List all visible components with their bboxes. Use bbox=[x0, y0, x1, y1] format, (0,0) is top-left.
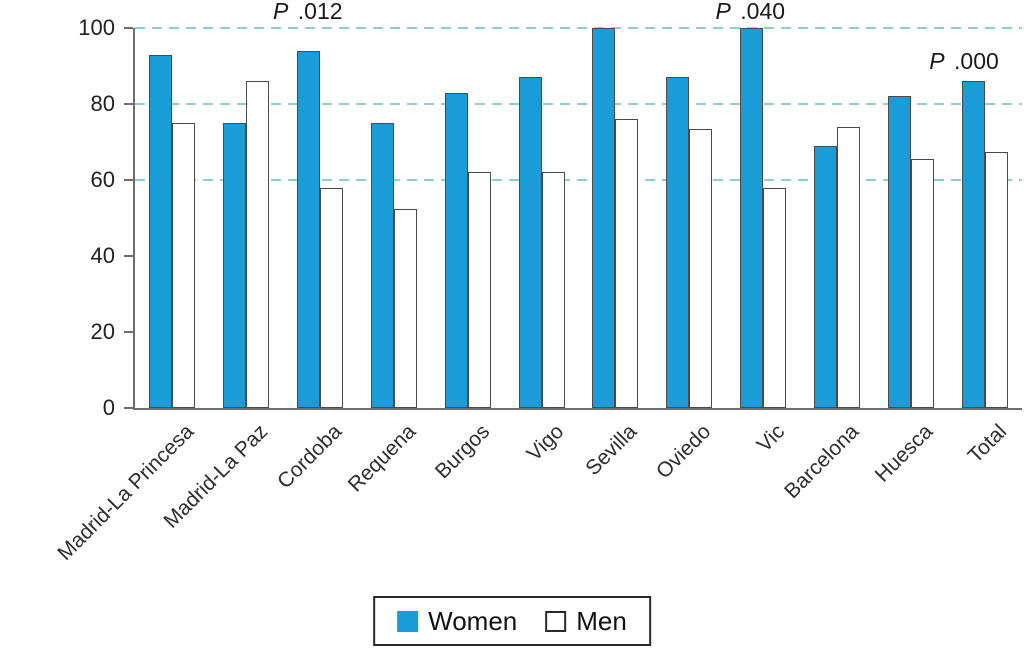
women-bar bbox=[666, 77, 690, 408]
bar-group bbox=[948, 28, 1022, 408]
bar-groups bbox=[135, 28, 1022, 408]
p-italic: P bbox=[273, 0, 289, 25]
men-bar bbox=[467, 172, 491, 408]
men-bar bbox=[689, 128, 713, 408]
men-bar bbox=[615, 119, 639, 408]
women-bar bbox=[296, 50, 320, 408]
p-value-annotation: P .012 bbox=[273, 0, 343, 24]
legend-item-women: Women bbox=[397, 606, 517, 636]
y-tick-label: 40 bbox=[90, 243, 115, 268]
bar-group bbox=[726, 28, 800, 408]
bar-group bbox=[431, 28, 505, 408]
legend: Women Men bbox=[373, 596, 651, 646]
women-bar bbox=[518, 77, 542, 408]
bar-group bbox=[505, 28, 579, 408]
y-tick-mark bbox=[124, 407, 133, 409]
y-tick-label: 0 bbox=[102, 395, 115, 420]
y-tick-mark bbox=[124, 179, 133, 181]
y-axis: 0 20 40 60 80 100 bbox=[0, 15, 133, 420]
men-bar bbox=[541, 172, 565, 408]
y-tick-mark bbox=[124, 255, 133, 257]
y-tick-label: 80 bbox=[90, 91, 115, 116]
y-tick-mark bbox=[124, 331, 133, 333]
women-bar bbox=[148, 54, 172, 408]
bar-group bbox=[357, 28, 431, 408]
women-bar bbox=[444, 92, 468, 408]
men-bar bbox=[319, 187, 343, 408]
bar-group bbox=[652, 28, 726, 408]
y-tick-mark bbox=[124, 103, 133, 105]
y-tick-label: 20 bbox=[90, 319, 115, 344]
p-italic: P bbox=[929, 47, 945, 74]
y-tick-label: 60 bbox=[90, 167, 115, 192]
women-bar bbox=[814, 145, 838, 408]
plot-area: P .012 P .040 P .000 bbox=[133, 0, 1022, 410]
gridline bbox=[135, 179, 1022, 181]
men-bar bbox=[393, 208, 417, 408]
men-bar bbox=[837, 126, 861, 408]
women-bar bbox=[370, 123, 394, 408]
men-bar bbox=[763, 187, 787, 408]
men-bar bbox=[985, 151, 1009, 408]
women-color-swatch bbox=[397, 610, 419, 632]
gridline bbox=[135, 103, 1022, 105]
men-bar bbox=[171, 123, 195, 408]
legend-label-men: Men bbox=[576, 606, 627, 636]
x-axis-labels: Madrid-La Princesa Madrid-La Paz Cordoba Re… bbox=[53, 414, 1022, 584]
bar-group bbox=[800, 28, 874, 408]
legend-item-men: Men bbox=[545, 606, 627, 636]
y-tick-label: 100 bbox=[78, 15, 115, 40]
bar-group bbox=[135, 28, 209, 408]
p-value-annotation: P .040 bbox=[716, 0, 786, 24]
gridline bbox=[135, 27, 1022, 29]
p-value-number: .012 bbox=[291, 0, 343, 25]
p-value-annotation: P .000 bbox=[929, 48, 999, 74]
y-tick-mark bbox=[124, 27, 133, 29]
women-bar bbox=[962, 81, 986, 408]
bar-group bbox=[283, 28, 357, 408]
legend-label-women: Women bbox=[428, 606, 518, 636]
p-value-number: .000 bbox=[947, 47, 999, 74]
bar-group bbox=[209, 28, 283, 408]
women-bar bbox=[222, 123, 246, 408]
p-value-number: .040 bbox=[733, 0, 786, 25]
bar-group bbox=[874, 28, 948, 408]
women-bar bbox=[740, 28, 764, 408]
women-bar bbox=[888, 96, 912, 408]
men-bar bbox=[245, 81, 269, 408]
women-bar bbox=[592, 28, 616, 408]
men-color-swatch bbox=[545, 610, 567, 632]
p-italic: P bbox=[715, 0, 731, 25]
men-bar bbox=[911, 159, 935, 408]
bar-group bbox=[579, 28, 653, 408]
